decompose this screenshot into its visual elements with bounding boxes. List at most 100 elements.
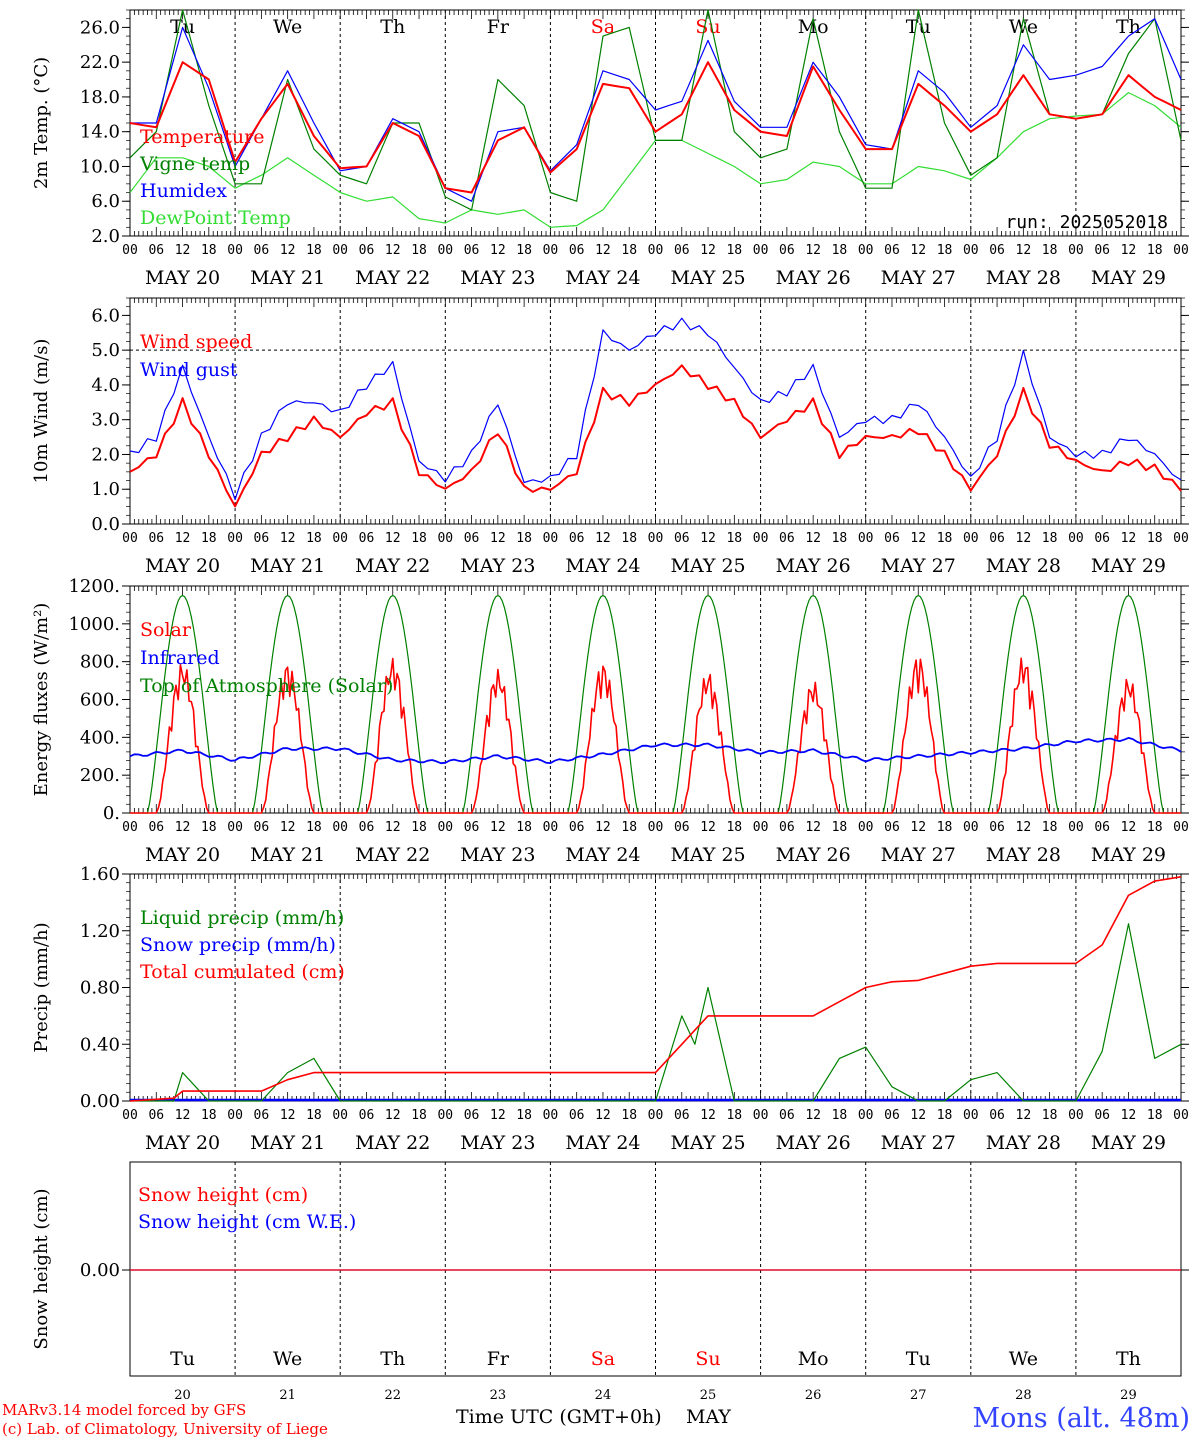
hour-label: 00 (122, 243, 138, 258)
hour-label: 06 (254, 531, 270, 546)
hour-label: 18 (1147, 820, 1163, 835)
y-tick-label: 1.20 (80, 921, 120, 942)
hour-label: 12 (910, 820, 926, 835)
date-label: MAY 26 (776, 1132, 851, 1154)
hour-label: 06 (989, 1108, 1005, 1123)
hour-label: 18 (937, 531, 953, 546)
hour-label: 06 (464, 1108, 480, 1123)
hour-label: 18 (411, 243, 427, 258)
date-label: MAY 23 (460, 267, 535, 289)
hour-label: 06 (779, 1108, 795, 1123)
hour-label: 12 (280, 1108, 296, 1123)
date-label: MAY 24 (565, 267, 640, 289)
weekday-label: Mo (798, 1348, 829, 1370)
hour-label: 06 (464, 820, 480, 835)
hour-label: 06 (359, 1108, 375, 1123)
hour-label: 18 (1147, 531, 1163, 546)
y-axis-label: 10m Wind (m/s) (31, 339, 52, 484)
hour-label: 00 (227, 531, 243, 546)
weekday-label: Sa (591, 1348, 615, 1370)
series-line-humidex (130, 18, 1182, 202)
hour-label: 12 (595, 531, 611, 546)
hour-label: 12 (1016, 820, 1032, 835)
y-tick-label: 200. (80, 765, 120, 786)
day-number: 25 (700, 1388, 717, 1403)
hour-label: 06 (359, 531, 375, 546)
hour-label: 00 (1068, 531, 1084, 546)
date-label: MAY 28 (986, 267, 1061, 289)
hour-label: 06 (1094, 531, 1110, 546)
hour-label: 00 (227, 243, 243, 258)
hour-label: 06 (884, 531, 900, 546)
y-tick-label: 2.0 (91, 444, 120, 465)
hour-label: 18 (832, 1108, 848, 1123)
hour-label: 12 (1121, 531, 1137, 546)
date-label: MAY 28 (986, 1132, 1061, 1154)
y-tick-label: 0. (103, 803, 120, 824)
y-tick-label: 600. (80, 690, 120, 711)
date-label: MAY 22 (355, 1132, 430, 1154)
date-label: MAY 20 (145, 555, 220, 577)
hour-label: 06 (569, 1108, 585, 1123)
hour-label: 06 (148, 820, 164, 835)
y-tick-label: 26.0 (80, 17, 120, 38)
y-tick-label: 18.0 (80, 87, 120, 108)
hour-label: 00 (753, 820, 769, 835)
hour-label: 00 (543, 1108, 559, 1123)
hour-label: 12 (805, 820, 821, 835)
date-label: MAY 21 (250, 555, 325, 577)
legend-entry: Snow height (cm W.E.) (138, 1211, 356, 1233)
date-label: MAY 22 (355, 555, 430, 577)
hour-label: 12 (175, 820, 191, 835)
legend-entry: Vigne temp (139, 153, 250, 175)
day-number: 21 (279, 1388, 296, 1403)
hour-label: 00 (753, 1108, 769, 1123)
hour-label: 00 (858, 531, 874, 546)
date-label: MAY 27 (881, 844, 956, 866)
weekday-label: Tu (906, 16, 931, 38)
hour-label: 12 (805, 1108, 821, 1123)
hour-label: 00 (648, 1108, 664, 1123)
date-label: MAY 22 (355, 844, 430, 866)
y-tick-label: 22.0 (80, 52, 120, 73)
date-label: MAY 23 (460, 555, 535, 577)
hour-label: 12 (385, 1108, 401, 1123)
x-axis-month: MAY (686, 1406, 731, 1428)
legend-entry: Humidex (140, 180, 227, 202)
series-line-solar (130, 657, 1181, 814)
series-line-vigne-temp (129, 9, 1182, 211)
hour-label: 00 (437, 1108, 453, 1123)
y-tick-label: 6.0 (91, 191, 120, 212)
date-label: MAY 21 (250, 1132, 325, 1154)
weekday-label: Fr (487, 16, 510, 38)
hour-label: 00 (543, 243, 559, 258)
day-number: 24 (595, 1388, 612, 1403)
hour-label: 06 (1094, 820, 1110, 835)
credit-line-1: MARv3.14 model forced by GFS (2, 1401, 246, 1419)
hour-label: 12 (175, 1108, 191, 1123)
date-label: MAY 25 (670, 267, 745, 289)
weekday-label: Tu (170, 1348, 195, 1370)
hour-label: 00 (122, 820, 138, 835)
day-number: 28 (1015, 1388, 1032, 1403)
hour-label: 12 (1016, 531, 1032, 546)
hour-label: 12 (490, 243, 506, 258)
series-line-wind-gust (129, 317, 1182, 501)
day-number: 20 (174, 1388, 191, 1403)
hour-label: 00 (437, 820, 453, 835)
legend-entry: Liquid precip (mm/h) (140, 907, 344, 929)
date-label: MAY 23 (460, 844, 535, 866)
date-label: MAY 25 (670, 555, 745, 577)
hour-label: 12 (280, 243, 296, 258)
y-tick-label: 6.0 (91, 305, 120, 326)
hour-label: 06 (569, 243, 585, 258)
hour-label: 18 (937, 1108, 953, 1123)
series-line-liquid-precip (130, 923, 1182, 1102)
y-tick-label: 0.80 (80, 978, 120, 999)
hour-label: 06 (359, 820, 375, 835)
hour-label: 00 (437, 531, 453, 546)
hour-label: 00 (858, 1108, 874, 1123)
y-tick-label: 3.0 (91, 410, 120, 431)
hour-label: 06 (359, 243, 375, 258)
y-tick-label: 1.60 (80, 864, 120, 885)
